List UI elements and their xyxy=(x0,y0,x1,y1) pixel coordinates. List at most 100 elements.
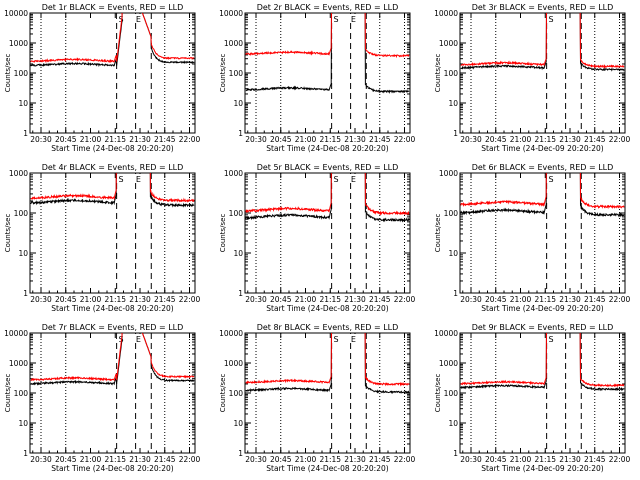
chart-panel-4: Det 4r BLACK = Events, RED = LLD 1 10 100 10… xyxy=(4,163,201,313)
y-tick-label: 1000 xyxy=(439,359,458,368)
x-tick-label: 21:45 xyxy=(369,295,391,304)
y-tick-label: 10000 xyxy=(4,329,28,338)
x-tick-label: 20:30 xyxy=(460,455,482,464)
y-tick-label: 10000 xyxy=(219,9,243,18)
flag-box xyxy=(547,14,556,23)
x-tick-label: 21:30 xyxy=(344,455,366,464)
flag-box xyxy=(117,14,126,23)
x-tick-label: 21:15 xyxy=(534,135,556,144)
x-tick-label: 21:45 xyxy=(154,135,176,144)
x-tick-label: 21:00 xyxy=(510,135,532,144)
x-tick-label: 21:00 xyxy=(510,295,532,304)
y-tick-label: 1000 xyxy=(224,169,243,178)
x-axis-label: Start Time (24-Dec-08 20:20:20) xyxy=(266,304,388,313)
series-line-lld xyxy=(30,333,195,382)
y-tick-label: 1 xyxy=(238,129,243,138)
x-tick-label: 21:15 xyxy=(534,295,556,304)
series-line-lld xyxy=(30,173,195,203)
x-tick-label: 20:45 xyxy=(55,455,77,464)
flag-box xyxy=(547,334,556,343)
x-tick-label: 20:45 xyxy=(485,455,507,464)
series-line-lld xyxy=(460,333,625,388)
flag-box xyxy=(349,14,358,23)
chart-title: Det 9r BLACK = Events, RED = LLD xyxy=(472,323,614,332)
y-tick-label: 10000 xyxy=(219,329,243,338)
y-tick-label: 1 xyxy=(453,129,458,138)
x-tick-label: 21:00 xyxy=(510,455,532,464)
y-axis-label: Counts/sec xyxy=(4,374,12,413)
x-tick-label: 20:45 xyxy=(270,455,292,464)
flag-s: S xyxy=(119,15,124,24)
series-line-events xyxy=(30,333,195,386)
y-tick-label: 1 xyxy=(23,449,28,458)
y-tick-label: 10000 xyxy=(434,9,458,18)
y-tick-label: 1 xyxy=(453,449,458,458)
x-tick-label: 21:00 xyxy=(295,455,317,464)
y-axis-label: Counts/sec xyxy=(4,54,12,93)
x-tick-label: 22:00 xyxy=(394,295,416,304)
y-axis-label: Counts/sec xyxy=(4,214,12,253)
y-tick-label: 100 xyxy=(14,69,29,78)
x-tick-label: 21:45 xyxy=(584,295,606,304)
x-tick-label: 21:00 xyxy=(80,295,102,304)
flag-e: E xyxy=(351,335,356,344)
x-tick-label: 22:00 xyxy=(609,135,631,144)
chart-title: Det 2r BLACK = Events, RED = LLD xyxy=(257,3,399,12)
flag-box xyxy=(134,14,143,23)
series-line-events xyxy=(30,13,195,68)
x-tick-label: 21:15 xyxy=(319,295,341,304)
x-tick-label: 21:45 xyxy=(369,135,391,144)
flag-box xyxy=(332,174,341,183)
y-tick-label: 100 xyxy=(444,69,459,78)
y-tick-label: 1000 xyxy=(9,359,28,368)
flag-box xyxy=(134,174,143,183)
x-tick-label: 21:45 xyxy=(584,135,606,144)
series-line-lld xyxy=(245,333,410,387)
flag-s: S xyxy=(334,15,339,24)
x-tick-label: 22:00 xyxy=(179,295,201,304)
x-tick-label: 21:15 xyxy=(319,135,341,144)
flag-box xyxy=(117,334,126,343)
plot-frame xyxy=(459,12,626,134)
y-tick-label: 10 xyxy=(18,419,28,428)
x-tick-label: 21:30 xyxy=(344,135,366,144)
y-tick-label: 10000 xyxy=(4,9,28,18)
chart-title: Det 1r BLACK = Events, RED = LLD xyxy=(42,3,184,12)
chart-title: Det 7r BLACK = Events, RED = LLD xyxy=(42,323,184,332)
x-tick-label: 21:15 xyxy=(319,455,341,464)
y-axis-label: Counts/sec xyxy=(434,54,442,93)
x-tick-label: 22:00 xyxy=(179,455,201,464)
flag-s: S xyxy=(119,175,124,184)
x-tick-label: 21:30 xyxy=(344,295,366,304)
x-tick-label: 21:45 xyxy=(584,455,606,464)
chart-panel-7: Det 7r BLACK = Events, RED = LLD 1 10 100 10… xyxy=(4,323,201,473)
plot-frame xyxy=(244,172,411,294)
x-tick-label: 21:30 xyxy=(559,455,581,464)
x-axis-label: Start Time (24-Dec-08 20:20:20) xyxy=(51,464,173,473)
chart-title: Det 4r BLACK = Events, RED = LLD xyxy=(42,163,184,172)
x-tick-label: 20:45 xyxy=(55,135,77,144)
y-axis-label: Counts/sec xyxy=(434,214,442,253)
x-axis-label: Start Time (24-Dec-08 20:20:20) xyxy=(51,304,173,313)
y-tick-label: 100 xyxy=(229,389,244,398)
x-axis-label: Start Time (24-Dec-08 20:20:20) xyxy=(266,464,388,473)
flag-e: E xyxy=(136,15,141,24)
chart-panel-2: Det 2r BLACK = Events, RED = LLD 1 10 100 10… xyxy=(219,3,416,153)
flag-box xyxy=(349,174,358,183)
x-tick-label: 21:00 xyxy=(80,455,102,464)
y-tick-label: 1000 xyxy=(224,39,243,48)
x-tick-label: 22:00 xyxy=(179,135,201,144)
y-tick-label: 10000 xyxy=(434,329,458,338)
y-tick-label: 10 xyxy=(233,249,243,258)
y-tick-label: 10 xyxy=(18,249,28,258)
y-tick-label: 1 xyxy=(23,129,28,138)
y-tick-label: 100 xyxy=(229,69,244,78)
x-tick-label: 21:15 xyxy=(534,455,556,464)
plot-frame xyxy=(29,12,196,134)
y-tick-label: 1000 xyxy=(224,359,243,368)
x-tick-label: 22:00 xyxy=(394,455,416,464)
y-axis-label: Counts/sec xyxy=(219,374,227,413)
x-tick-label: 20:45 xyxy=(270,135,292,144)
series-line-events xyxy=(245,173,410,223)
